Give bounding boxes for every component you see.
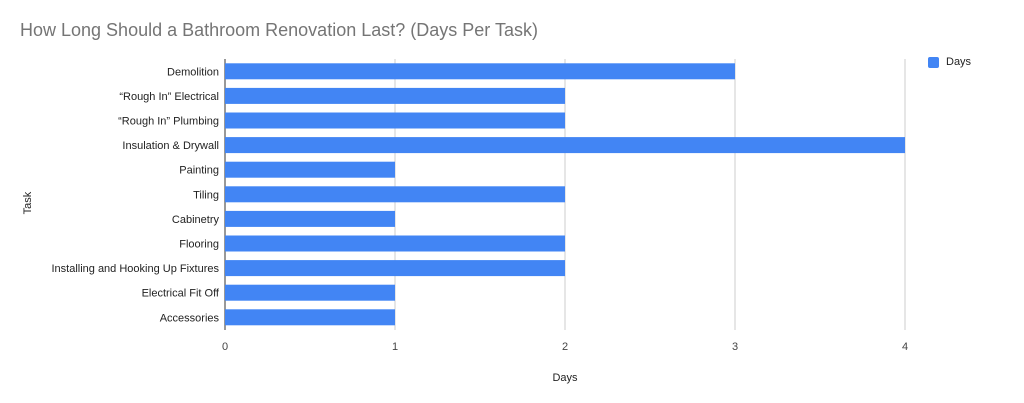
bar	[225, 284, 395, 301]
y-tick-label: Flooring	[179, 239, 219, 251]
x-tick-label: 4	[902, 341, 908, 353]
y-tick-label: Insulation & Drywall	[122, 140, 219, 152]
x-tick-label: 3	[732, 341, 738, 353]
y-tick-label: Tiling	[193, 189, 219, 201]
bar	[225, 161, 395, 178]
x-axis-label: Days	[552, 372, 578, 384]
y-tick-label: “Rough In” Electrical	[119, 91, 219, 103]
x-tick-labels: 0 1 2 3 4	[222, 341, 908, 353]
y-tick-label: Accessories	[160, 312, 220, 324]
y-tick-label: “Rough In” Plumbing	[118, 116, 219, 128]
bar	[225, 87, 565, 104]
legend-label: Days	[946, 56, 972, 68]
y-tick-label: Electrical Fit Off	[142, 288, 220, 300]
bar	[225, 112, 565, 129]
x-tick-label: 0	[222, 341, 228, 353]
bar	[225, 260, 565, 277]
bar	[225, 63, 735, 80]
bar	[225, 309, 395, 326]
bar	[225, 235, 565, 252]
bar	[225, 137, 905, 154]
legend: Days	[928, 56, 971, 68]
y-tick-label: Painting	[179, 165, 219, 177]
bar	[225, 210, 395, 227]
y-axis-label: Task	[22, 191, 34, 214]
x-tick-label: 1	[392, 341, 398, 353]
bar	[225, 186, 565, 203]
x-tick-label: 2	[562, 341, 568, 353]
y-tick-label: Cabinetry	[172, 214, 220, 226]
y-tick-label: Installing and Hooking Up Fixtures	[51, 263, 219, 275]
y-tick-label: Demolition	[167, 66, 219, 78]
y-tick-labels: Demolition “Rough In” Electrical “Rough In…	[51, 66, 219, 324]
legend-swatch	[928, 56, 939, 68]
bars	[225, 63, 905, 326]
chart-title: How Long Should a Bathroom Renovation La…	[20, 20, 538, 40]
